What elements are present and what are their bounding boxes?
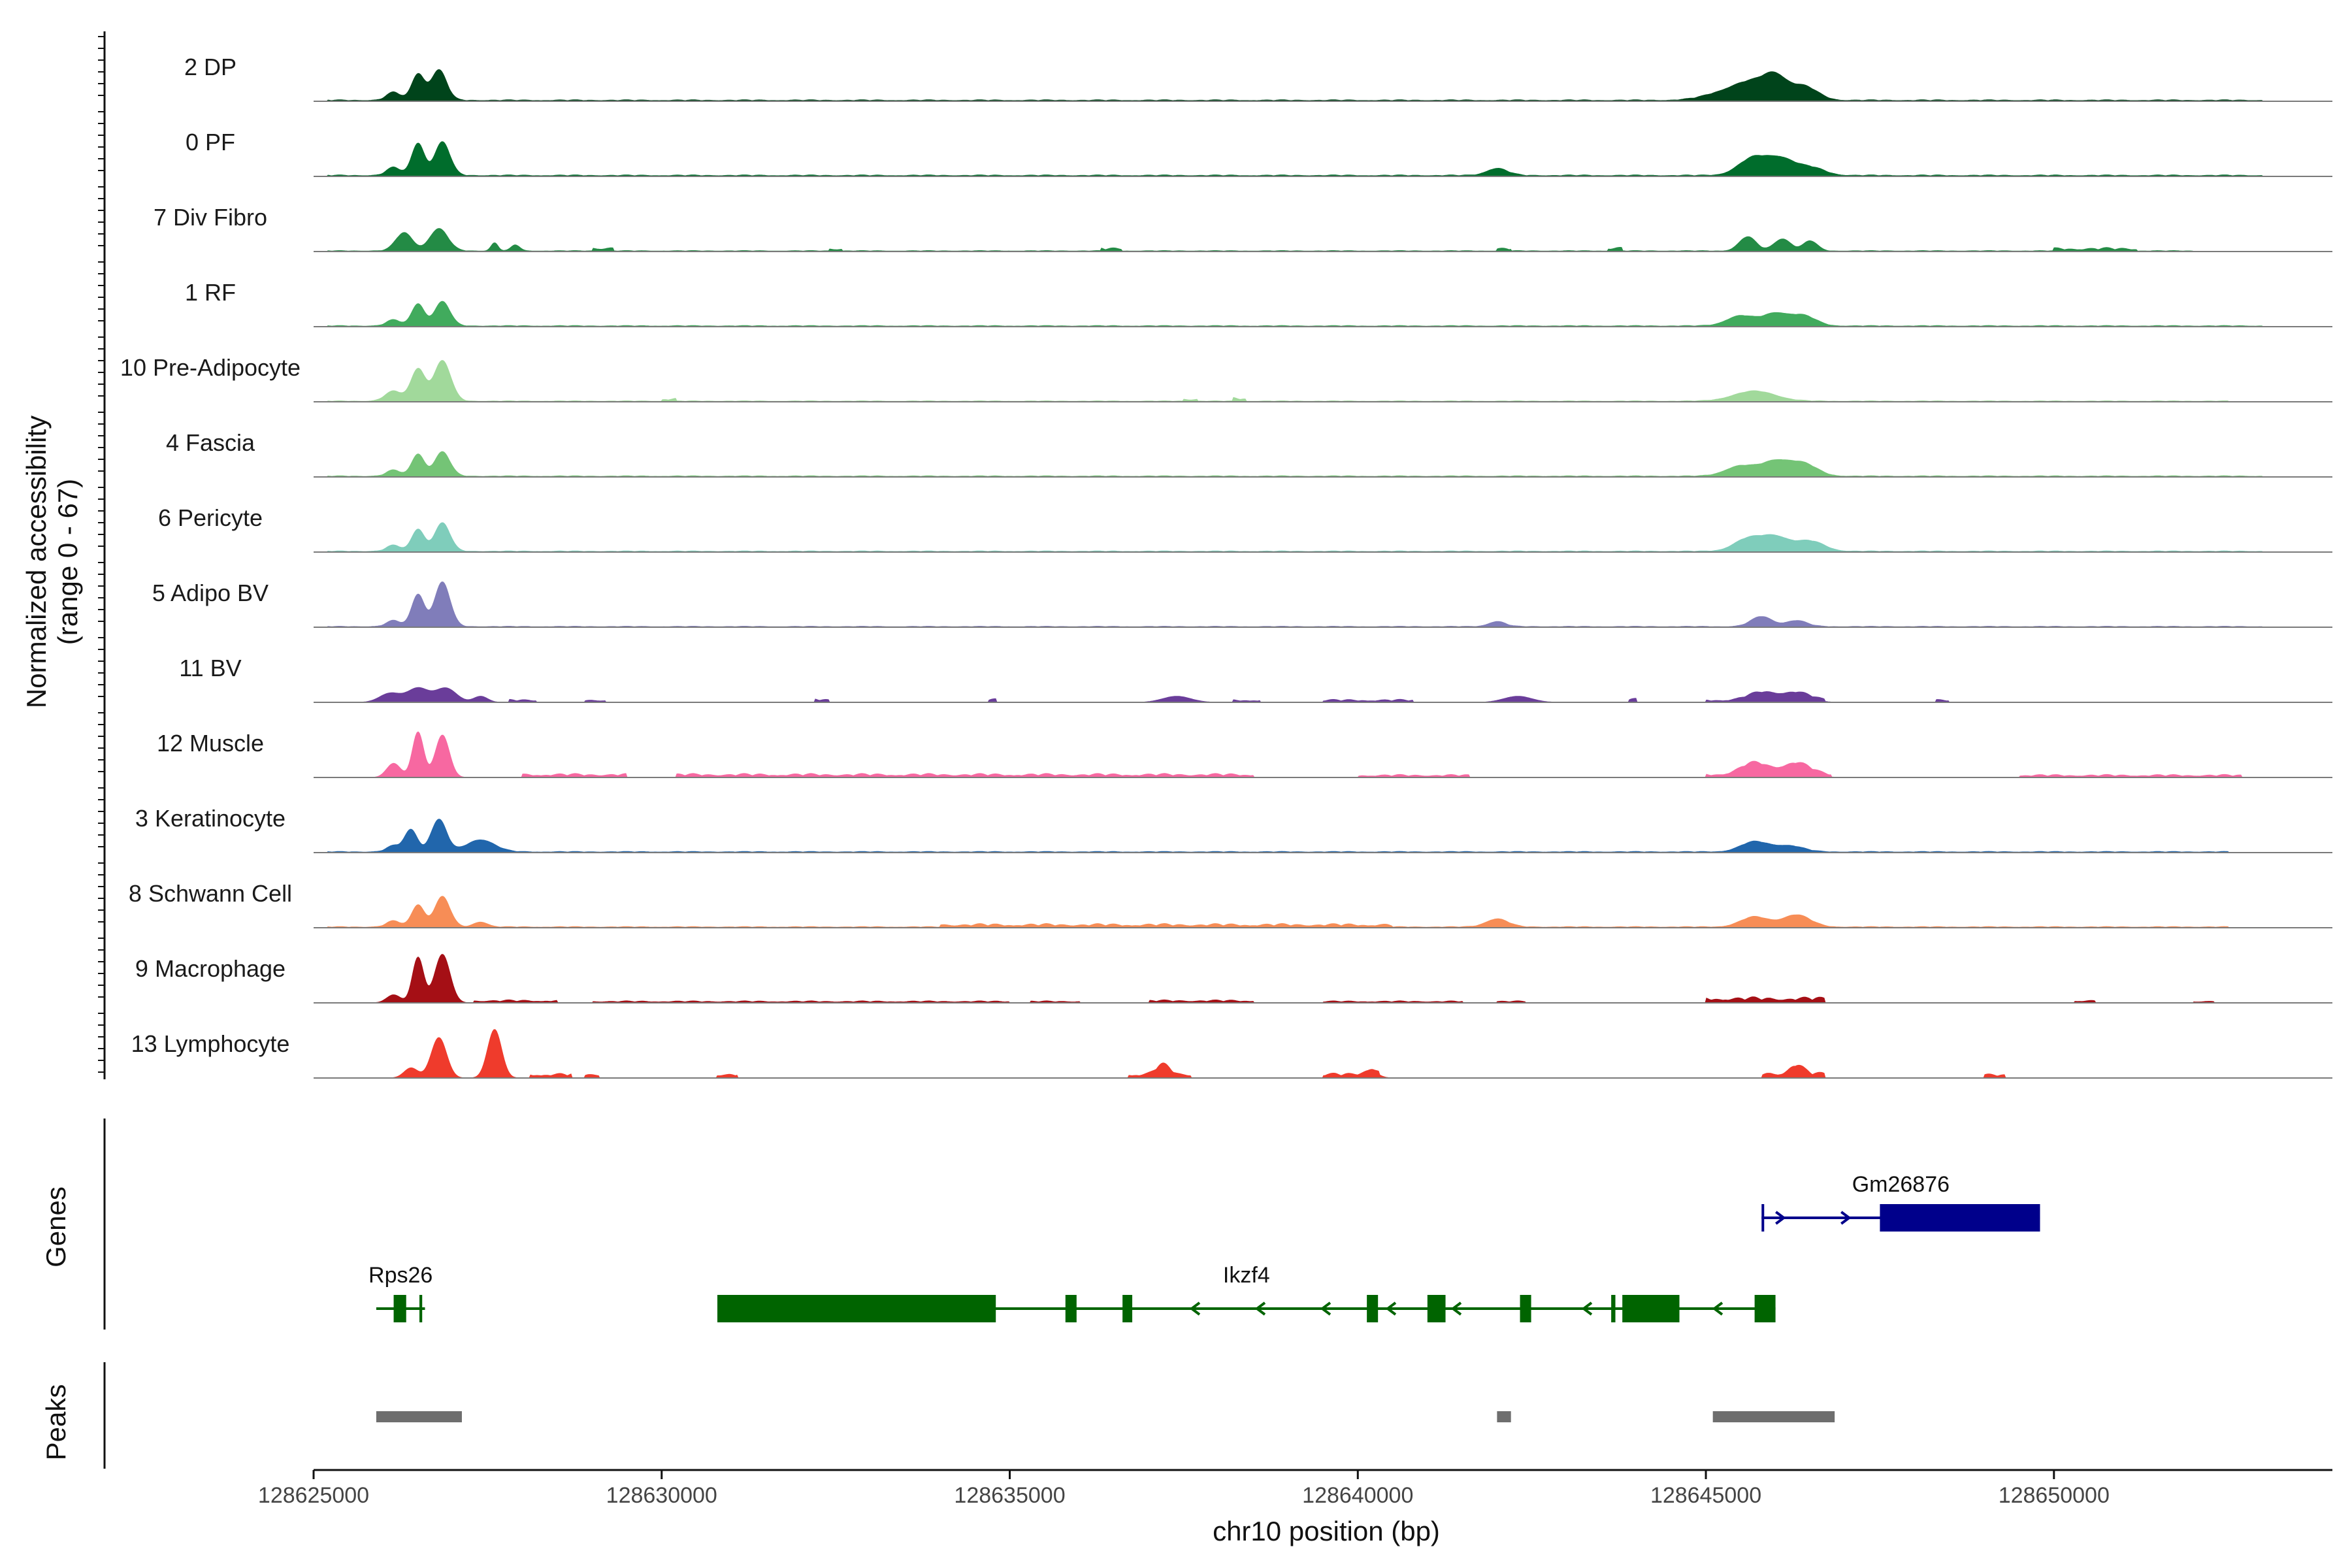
track-label: 12 Muscle — [157, 730, 264, 757]
peak-region-panel — [103, 1362, 1835, 1469]
strand-chevron — [1840, 1211, 1852, 1225]
gene-model: Rps26 — [368, 1263, 433, 1322]
x-tick-label: 128640000 — [1302, 1483, 1413, 1508]
track-label: 0 PF — [186, 129, 235, 155]
coverage-area — [314, 522, 2332, 553]
strand-chevron — [1254, 1301, 1266, 1316]
coverage-area — [314, 141, 2332, 177]
coverage-track: 9 Macrophage — [135, 954, 2332, 1004]
coverage-area — [314, 954, 2332, 1004]
coverage-track: 10 Pre-Adipocyte — [120, 354, 2332, 402]
gene-exon — [1611, 1295, 1616, 1322]
coverage-area — [314, 451, 2332, 478]
coverage-track: 13 Lymphocyte — [131, 1029, 2332, 1079]
track-label: 2 DP — [184, 54, 237, 80]
gene-exon — [419, 1295, 423, 1322]
gene-exon — [1622, 1295, 1680, 1322]
coverage-track: 6 Pericyte — [158, 504, 2332, 553]
coverage-area — [314, 301, 2332, 327]
strand-chevron — [1189, 1301, 1201, 1316]
strand-chevron — [1775, 1211, 1786, 1225]
gene-exon — [1761, 1204, 1765, 1232]
coverage-track: 3 Keratinocyte — [135, 805, 2332, 853]
peaks-panel-title: Peaks — [41, 1384, 71, 1461]
gene-name: Gm26876 — [1852, 1172, 1950, 1197]
coverage-area — [314, 731, 2332, 778]
strand-chevron — [1320, 1301, 1331, 1316]
gene-model: Gm26876 — [1761, 1172, 2040, 1232]
gene-annotation-panel: Gm26876 Rps26 Ikzf4 — [103, 1119, 2040, 1330]
track-label: 11 BV — [179, 655, 241, 681]
genes-panel-title: Genes — [41, 1186, 71, 1267]
coverage-area — [314, 687, 2332, 703]
gene-exon — [393, 1295, 406, 1322]
peak-region — [1497, 1411, 1511, 1422]
coverage-track: 1 RF — [185, 279, 2332, 327]
coverage-track: 4 Fascia — [166, 429, 2332, 478]
coverage-area — [314, 1029, 2332, 1079]
strand-chevron — [1712, 1301, 1723, 1316]
x-tick-label: 128625000 — [258, 1483, 369, 1508]
track-label: 6 Pericyte — [158, 504, 263, 531]
x-tick-label: 128645000 — [1650, 1483, 1761, 1508]
strand-chevron — [1450, 1301, 1462, 1316]
track-label: 7 Div Fibro — [154, 204, 267, 231]
coverage-track: 5 Adipo BV — [152, 580, 2332, 628]
track-label: 3 Keratinocyte — [135, 805, 286, 832]
gene-model: Ikzf4 — [717, 1263, 1776, 1322]
x-tick-label: 128635000 — [954, 1483, 1065, 1508]
x-tick-label: 128630000 — [606, 1483, 717, 1508]
track-label: 1 RF — [185, 279, 236, 306]
strand-chevron — [1385, 1301, 1397, 1316]
track-label: 8 Schwann Cell — [129, 880, 292, 907]
x-axis-title: chr10 position (bp) — [1213, 1516, 1440, 1546]
coverage-track: 7 Div Fibro — [154, 204, 2332, 252]
coverage-track: 2 DP — [184, 54, 2332, 102]
peak-region — [376, 1411, 462, 1422]
gene-exon — [1520, 1295, 1531, 1322]
gene-exon — [1122, 1295, 1133, 1322]
y-axis-range: (range 0 - 67) — [52, 479, 83, 645]
gene-name: Ikzf4 — [1223, 1263, 1270, 1288]
coverage-track: 8 Schwann Cell — [129, 880, 2332, 928]
track-label: 5 Adipo BV — [152, 580, 269, 606]
coverage-area — [314, 819, 2332, 853]
gene-exon — [717, 1295, 996, 1322]
coverage-area — [314, 69, 2332, 102]
gene-exon — [1427, 1295, 1446, 1322]
track-label: 9 Macrophage — [135, 955, 286, 982]
track-label: 4 Fascia — [166, 429, 255, 456]
track-label: 10 Pre-Adipocyte — [120, 354, 301, 381]
gene-name: Rps26 — [368, 1263, 433, 1288]
x-tick-label: 128650000 — [1999, 1483, 2110, 1508]
gene-exon — [1065, 1295, 1077, 1322]
coverage-area — [314, 581, 2332, 628]
track-label: 13 Lymphocyte — [131, 1030, 290, 1057]
x-axis: 128625000 128630000 128635000 128640000 1286… — [258, 1469, 2332, 1508]
coverage-track: 0 PF — [186, 129, 2332, 177]
coverage-area — [314, 896, 2332, 928]
y-axis-title: Normalized accessibility — [21, 416, 52, 708]
coverage-track: 12 Muscle — [157, 730, 2332, 778]
gene-exon — [1754, 1295, 1776, 1322]
strand-chevron — [1581, 1301, 1593, 1316]
peak-region — [1712, 1411, 1835, 1422]
coverage-track: 11 BV — [179, 655, 2332, 703]
coverage-area — [314, 228, 2332, 252]
gene-exon — [1367, 1295, 1379, 1322]
gene-exon — [1880, 1204, 2040, 1232]
coverage-area — [314, 360, 2332, 402]
coverage-tracks: 2 DP 0 PF 7 Div Fibro 1 RF 10 Pre-Adipocyte 4… — [98, 31, 2332, 1079]
